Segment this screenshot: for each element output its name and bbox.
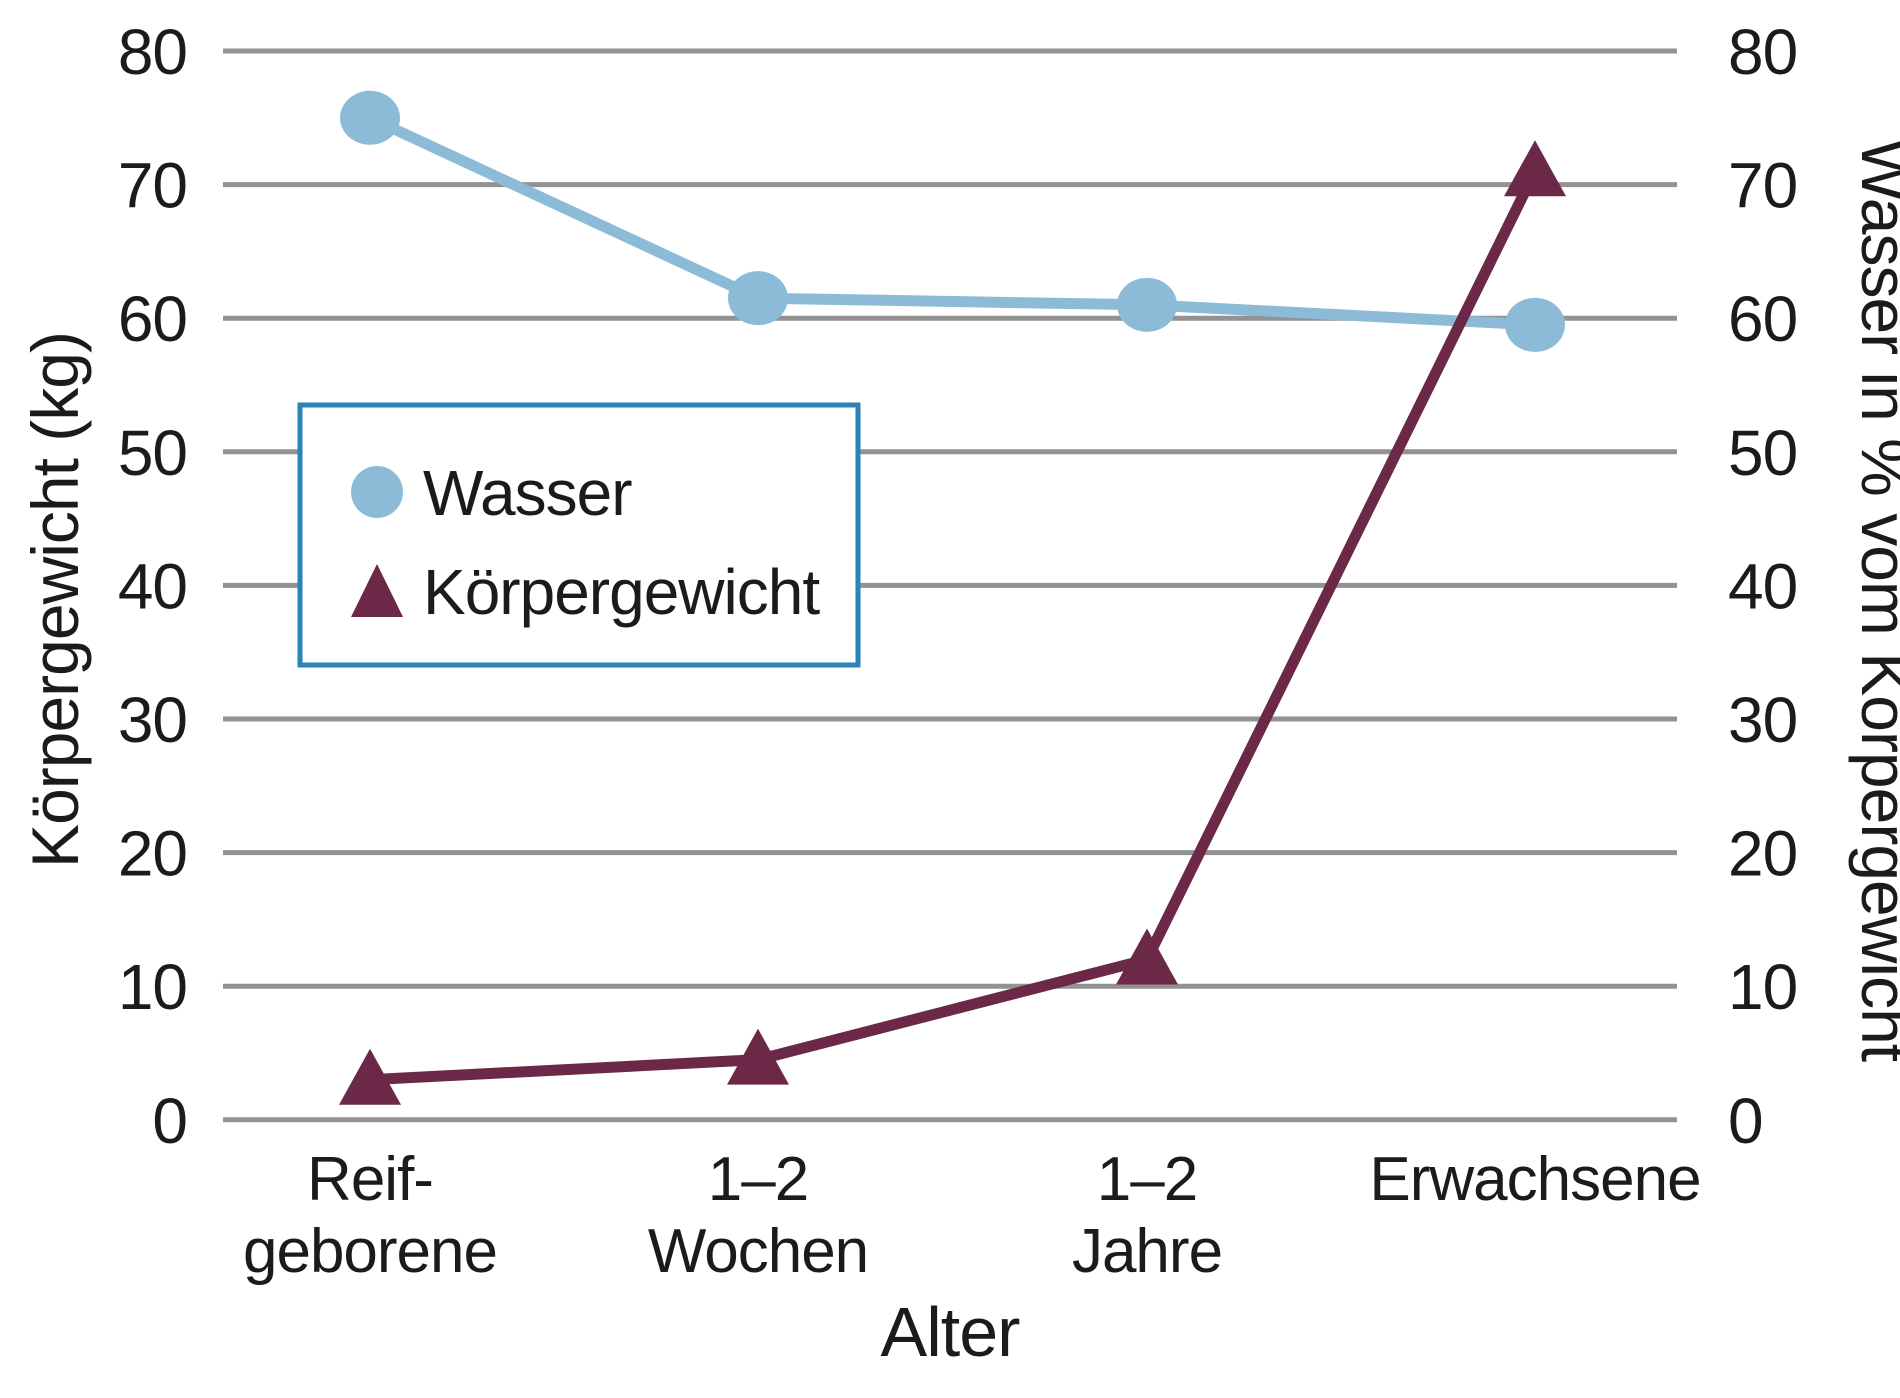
y-left-axis-title: Körpergewicht (kg): [18, 332, 92, 868]
wasser-marker-0: [340, 90, 400, 145]
wasser-series: [340, 90, 1565, 352]
category-label-1: 1–2 Wochen: [648, 1145, 868, 1286]
right-axis-tick-80: 80: [1728, 16, 1797, 88]
wasser-marker-2: [1117, 277, 1177, 332]
category-label-2: 1–2 Jahre: [1072, 1145, 1222, 1286]
category-label-3: Erwachsene: [1369, 1145, 1700, 1214]
left-axis-tick-40: 40: [118, 550, 187, 622]
legend-swatch-triangle-icon: [351, 564, 403, 617]
left-axis-tick-80: 80: [118, 16, 187, 88]
k-rpergewicht-marker-2: [1116, 928, 1178, 985]
left-axis-tick-10: 10: [118, 951, 187, 1023]
x-axis-title: Alter: [881, 1293, 1021, 1371]
legend: Wasser Körpergewicht: [297, 402, 861, 668]
k-rpergewicht-marker-3: [1504, 140, 1566, 197]
left-axis-tick-30: 30: [118, 684, 187, 756]
right-axis-tick-60: 60: [1728, 283, 1797, 355]
left-axis-tick-70: 70: [118, 150, 187, 222]
wasser-line: [364, 112, 1541, 331]
right-axis-tick-40: 40: [1728, 550, 1797, 622]
left-axis-tick-20: 20: [118, 818, 187, 890]
right-axis-tick-70: 70: [1728, 150, 1797, 222]
k-rpergewicht-marker-1: [727, 1028, 789, 1085]
wasser-marker-1: [728, 271, 788, 326]
right-axis-tick-0: 0: [1728, 1085, 1763, 1157]
left-axis-tick-0: 0: [152, 1085, 187, 1157]
left-axis-tick-60: 60: [118, 283, 187, 355]
right-axis-tick-20: 20: [1728, 818, 1797, 890]
legend-box: [297, 402, 861, 668]
k-rpergewicht-line: [364, 165, 1541, 1086]
category-label-0: Reif-geborene: [243, 1145, 497, 1286]
wasser-marker-3: [1505, 297, 1565, 352]
k-rpergewicht-series: [339, 140, 1566, 1105]
right-axis-tick-50: 50: [1728, 417, 1797, 489]
right-axis-tick-30: 30: [1728, 684, 1797, 756]
right-axis-tick-10: 10: [1728, 951, 1797, 1023]
left-axis-tick-50: 50: [118, 417, 187, 489]
y-right-axis-title: Wasser in % vom Körpergewicht: [1848, 139, 1900, 1062]
legend-label-wasser: Wasser: [423, 457, 632, 529]
legend-label-k-rpergewicht: Körpergewicht: [423, 556, 820, 628]
k-rpergewicht-marker-0: [339, 1048, 401, 1105]
legend-swatch-circle-icon: [351, 466, 403, 518]
